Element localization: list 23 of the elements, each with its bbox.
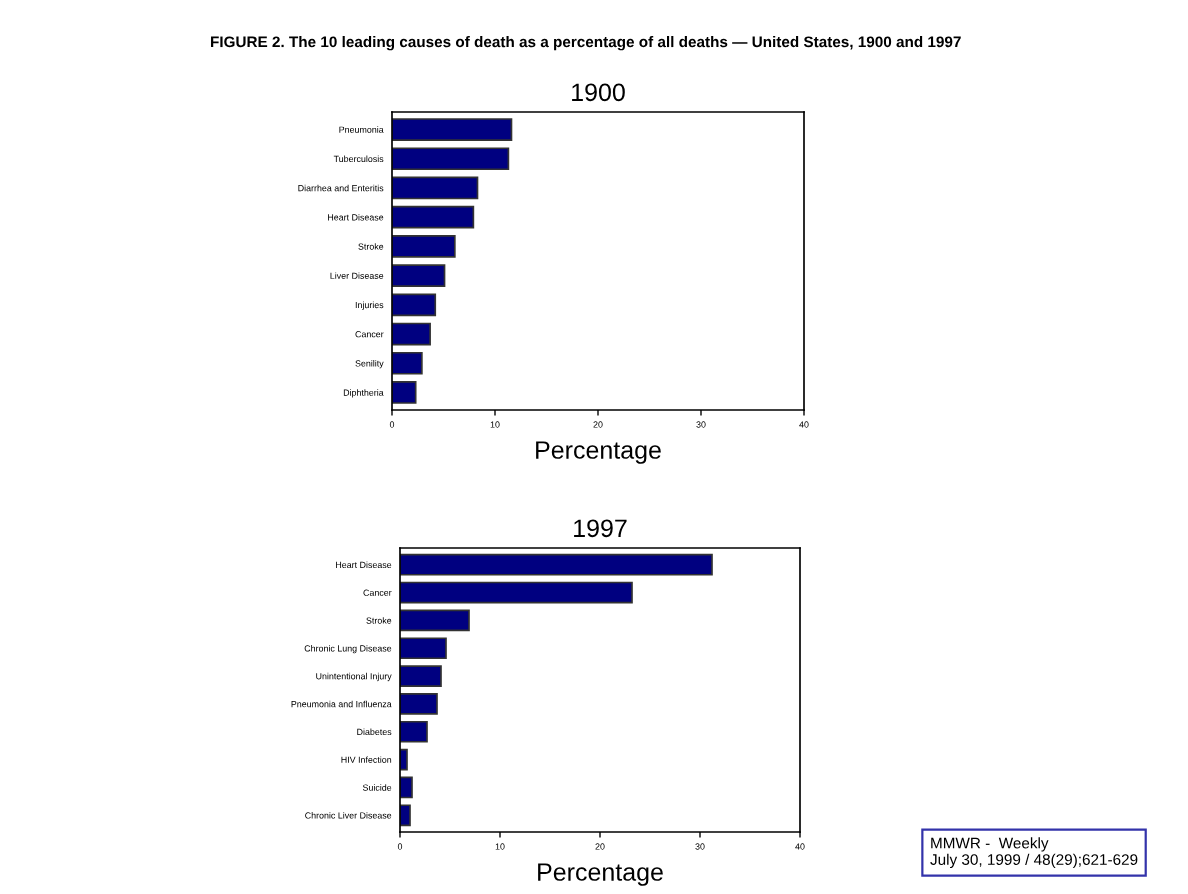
x-axis-title: Percentage [536, 441, 661, 464]
bar [392, 351, 423, 375]
bar [392, 322, 431, 346]
bar [392, 205, 475, 229]
bar [392, 176, 479, 200]
bar [400, 553, 713, 576]
bar [400, 665, 442, 687]
x-axis-title: Percentage [538, 863, 663, 886]
bar [392, 293, 437, 317]
bar [392, 381, 417, 404]
bar [392, 264, 446, 287]
bar [400, 581, 633, 604]
chart-title: 1900 [572, 83, 625, 102]
bar [392, 147, 510, 171]
bar [392, 118, 513, 141]
bar [400, 609, 470, 632]
bar [400, 804, 411, 827]
bar [400, 720, 428, 743]
chart-title: 1997 [574, 519, 627, 538]
bar [400, 693, 438, 715]
bar [400, 776, 413, 799]
bar [392, 235, 456, 258]
bar [400, 637, 447, 660]
